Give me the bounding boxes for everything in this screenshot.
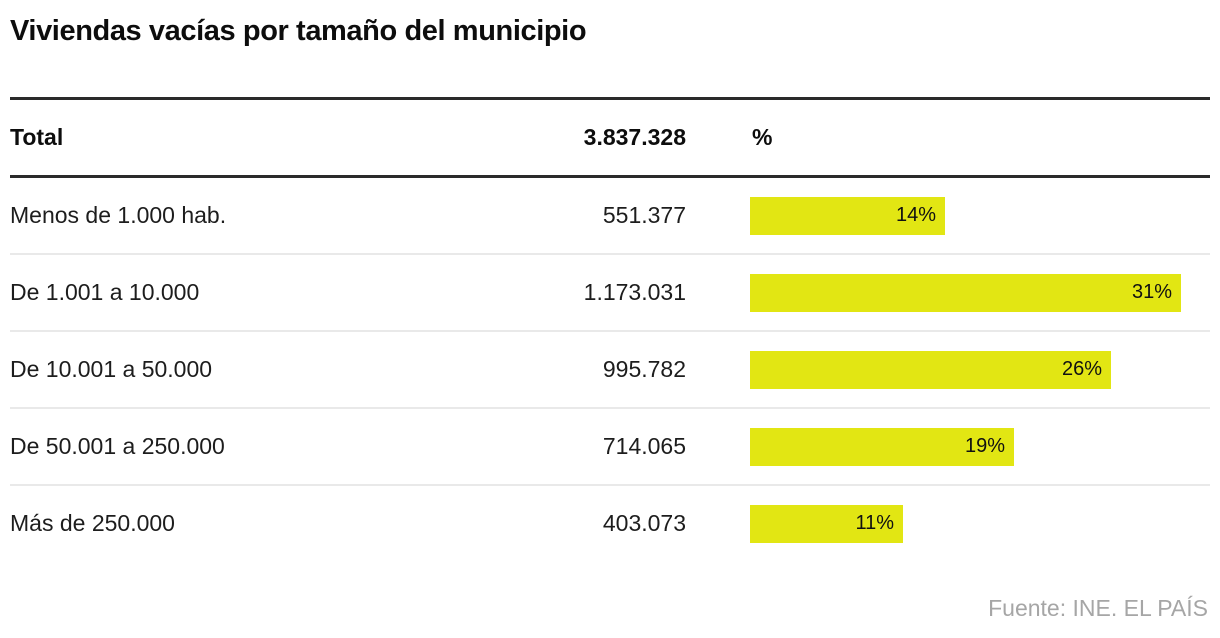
row-label: De 10.001 a 50.000 xyxy=(10,356,213,382)
table-row: Más de 250.000 403.073 11% xyxy=(10,486,1210,561)
row-value: 714.065 xyxy=(602,433,686,459)
row-label: De 50.001 a 250.000 xyxy=(10,433,225,459)
bar-percentage-label: 26% xyxy=(1061,358,1102,380)
bar-percentage-label: 11% xyxy=(855,512,894,534)
row-label: Más de 250.000 xyxy=(10,510,175,536)
bar-cell: 11% xyxy=(750,504,1210,543)
percentage-bar: 31% xyxy=(750,273,1181,312)
bar-cell: 14% xyxy=(750,196,1210,235)
row-value: 551.377 xyxy=(602,202,686,228)
bar-cell: 26% xyxy=(750,350,1210,389)
source-attribution: Fuente: INE. EL PAÍS xyxy=(988,595,1208,621)
divider-header xyxy=(10,175,1210,178)
header-total-value: 3.837.328 xyxy=(583,124,686,150)
row-value: 995.782 xyxy=(602,356,686,382)
table-row: De 10.001 a 50.000 995.782 26% xyxy=(10,332,1210,407)
percentage-bar: 26% xyxy=(750,350,1111,389)
bar-percentage-label: 19% xyxy=(964,435,1005,457)
bar-percentage-label: 14% xyxy=(895,204,936,226)
divider-row xyxy=(10,407,1210,409)
row-value: 1.173.031 xyxy=(583,279,686,305)
row-label: Menos de 1.000 hab. xyxy=(10,202,227,228)
header-percent-label: % xyxy=(752,124,773,150)
header-total-label: Total xyxy=(10,124,64,150)
row-value: 403.073 xyxy=(602,510,686,536)
divider-top xyxy=(10,97,1210,100)
table-row: De 50.001 a 250.000 714.065 19% xyxy=(10,409,1210,484)
bar-cell: 19% xyxy=(750,427,1210,466)
title-block: Viviendas vacías por tamaño del municipi… xyxy=(10,0,1210,97)
table-header-row: Total 3.837.328 % xyxy=(10,100,1210,175)
table-row: De 1.001 a 10.000 1.173.031 31% xyxy=(10,255,1210,330)
percentage-bar: 14% xyxy=(750,196,945,235)
bar-cell: 31% xyxy=(750,273,1210,312)
percentage-bar: 11% xyxy=(750,504,903,543)
table-row: Menos de 1.000 hab. 551.377 14% xyxy=(10,178,1210,253)
percentage-bar: 19% xyxy=(750,427,1014,466)
divider-row xyxy=(10,253,1210,255)
bar-percentage-label: 31% xyxy=(1131,281,1172,303)
row-label: De 1.001 a 10.000 xyxy=(10,279,200,305)
divider-row xyxy=(10,330,1210,332)
chart-title: Viviendas vacías por tamaño del municipi… xyxy=(10,15,587,47)
divider-row xyxy=(10,484,1210,486)
